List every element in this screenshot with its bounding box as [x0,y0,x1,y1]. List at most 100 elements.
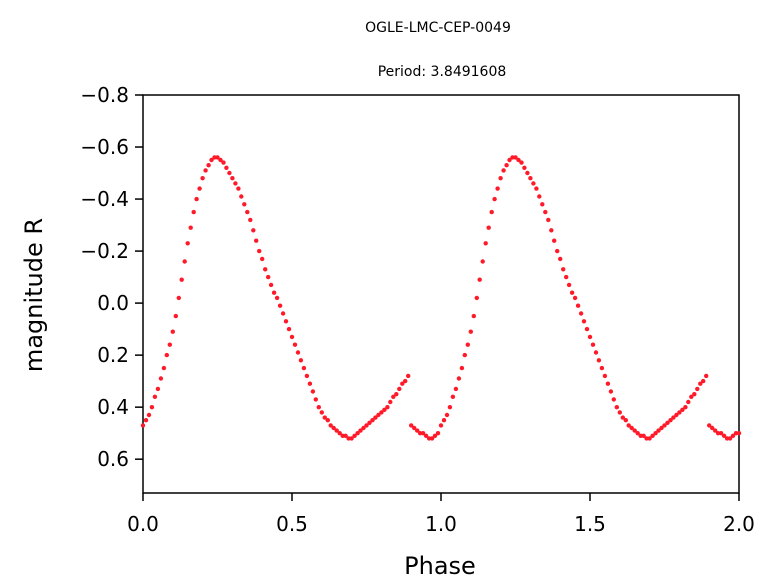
data-point [629,425,634,431]
data-point [736,431,742,436]
data-point [438,423,444,428]
data-point [540,202,545,207]
data-point [537,194,542,199]
data-point [343,433,348,438]
data-point [432,433,438,438]
data-point [179,277,184,282]
data-point [233,181,238,186]
data-point [164,352,169,358]
y-tick-label: 0.4 [97,395,129,419]
data-point [224,165,229,170]
data-point [191,209,196,215]
data-point [683,405,688,410]
data-point [477,277,482,282]
data-point [209,157,214,163]
data-point [325,418,330,423]
data-point [301,365,307,371]
data-point [620,415,625,420]
data-point [242,202,247,207]
data-point [409,423,414,428]
data-point [328,423,333,428]
data-point [626,423,631,428]
data-point [498,176,503,181]
data-point [593,350,599,355]
data-point [194,196,199,202]
data-point [370,418,375,423]
data-point [149,405,155,410]
data-point [698,381,703,386]
data-point [215,155,220,160]
data-point [647,436,652,441]
data-point [546,217,551,223]
data-point [504,163,509,168]
data-point [200,176,205,181]
data-point [245,209,250,215]
data-point [197,186,202,191]
data-point [176,295,181,301]
chart-subtitle: Period: 3.8491608 [378,64,507,80]
data-point [319,410,324,415]
data-point [152,394,158,399]
data-point [444,412,450,418]
data-point [420,431,426,436]
data-point [173,313,178,319]
data-point [695,386,700,392]
data-point [403,378,408,384]
data-point [447,405,453,410]
data-point [286,326,292,332]
data-point [140,423,146,428]
data-point [310,389,316,394]
data-point [280,311,286,316]
data-point [668,418,673,423]
data-point [429,436,435,441]
data-point [221,160,226,165]
data-point [465,342,470,347]
data-point [495,186,500,191]
data-point [528,176,533,181]
data-point [295,350,301,355]
data-point [569,290,575,295]
y-tick-label: −0.4 [80,187,129,211]
data-point [558,256,563,262]
data-point [656,428,661,433]
data-point [289,334,295,340]
data-point [632,428,637,433]
data-point [367,420,372,425]
data-point [483,241,488,246]
data-point [230,176,235,181]
y-tick-label: −0.6 [80,135,129,159]
data-point [727,436,733,441]
data-point [549,228,554,233]
data-point [239,194,244,199]
data-point [441,418,447,423]
y-tick-label: 0.0 [97,291,129,315]
data-point [590,342,596,347]
data-point [379,410,384,415]
data-point [564,274,569,280]
data-point [584,326,590,332]
data-point [534,186,539,191]
data-point [665,420,670,425]
data-point [680,407,685,412]
data-point [519,160,524,165]
data-point [677,410,682,415]
data-point [188,225,193,230]
data-point [355,431,360,436]
data-point [337,431,342,436]
plot-frame [142,94,740,494]
y-tick-label: 0.6 [97,447,129,471]
data-point [203,168,208,173]
data-point [575,303,581,308]
data-point [611,397,616,402]
data-point [659,425,664,431]
data-point [376,412,381,418]
data-point [459,365,465,371]
data-point [373,415,378,420]
data-point [662,423,667,428]
data-point [671,415,676,420]
data-point [182,259,187,264]
data-point [254,238,259,243]
data-point [268,282,274,288]
data-point [382,407,387,412]
data-point [316,405,321,410]
